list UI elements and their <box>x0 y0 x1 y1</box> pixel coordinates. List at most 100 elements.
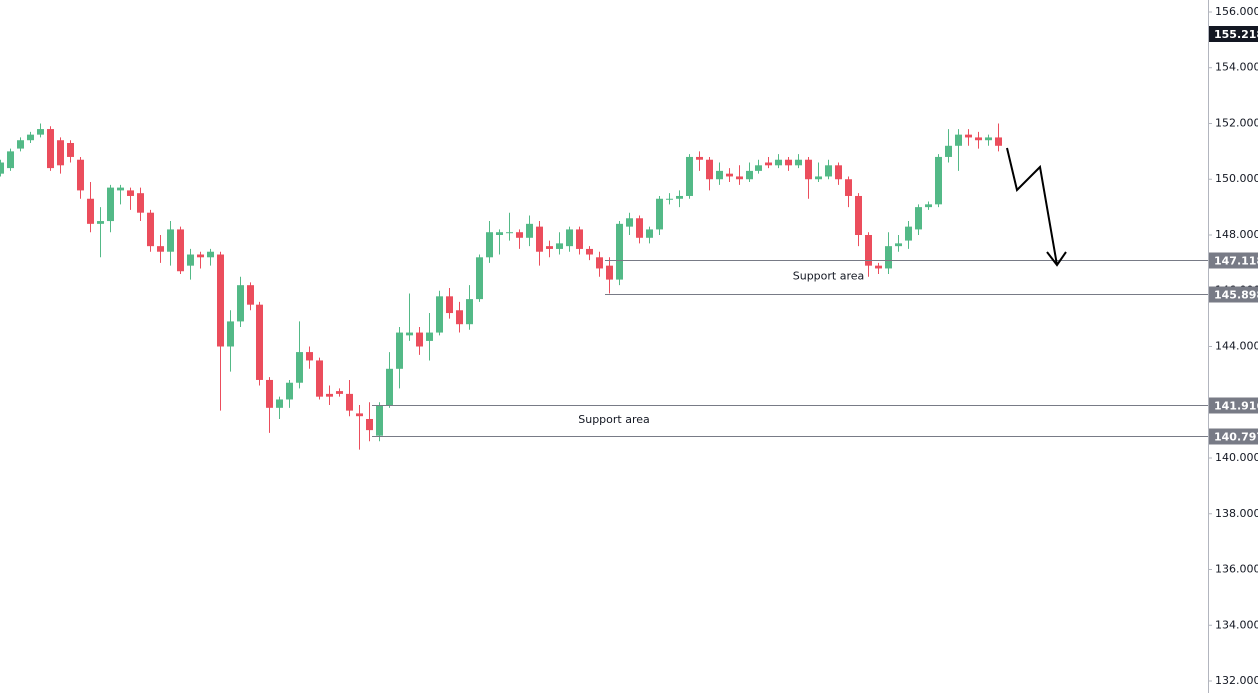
candle-body <box>336 391 343 394</box>
candle-body <box>187 254 194 266</box>
level-label: 141.916 <box>1214 400 1258 413</box>
candle-body <box>636 218 643 238</box>
candle-body <box>835 165 842 180</box>
y-tick-label: 154.000 <box>1215 61 1258 74</box>
candle-body <box>77 159 84 191</box>
candle-body <box>117 187 124 191</box>
candle-body <box>815 176 822 180</box>
candle-body <box>47 129 54 169</box>
candle-body <box>656 198 663 230</box>
candle-body <box>945 145 952 157</box>
candle-body <box>506 232 513 234</box>
candle-body <box>805 159 812 180</box>
candle-body <box>955 134 962 146</box>
candle-body <box>486 232 493 258</box>
candle-body <box>686 156 693 196</box>
candle-body <box>616 223 623 280</box>
candle-body <box>127 190 134 196</box>
candle-body <box>316 360 323 397</box>
candle-body <box>326 393 333 397</box>
candle-body <box>276 399 283 408</box>
candle-body <box>306 352 313 361</box>
candle-body <box>456 310 463 325</box>
candle-body <box>536 226 543 252</box>
level-label: 147.118 <box>1214 255 1258 268</box>
candle-body <box>626 218 633 227</box>
candle-body <box>247 285 254 305</box>
candle-body <box>975 137 982 141</box>
candle-body <box>256 304 263 380</box>
candle-body <box>676 195 683 199</box>
y-tick-label: 144.000 <box>1215 340 1258 353</box>
candle-body <box>895 243 902 247</box>
y-tick-label: 134.000 <box>1215 618 1258 631</box>
candle-body <box>386 368 393 406</box>
candle-body <box>476 257 483 300</box>
candle-body <box>935 156 942 205</box>
candle-body <box>137 193 144 213</box>
y-tick-label: 132.000 <box>1215 674 1258 687</box>
y-tick-label: 136.000 <box>1215 563 1258 576</box>
candle-body <box>356 413 363 417</box>
level-label-box <box>1209 428 1258 445</box>
candle-body <box>197 254 204 258</box>
candle-body <box>666 198 673 200</box>
candle-body <box>905 226 912 241</box>
candle-body <box>985 137 992 141</box>
candle-body <box>0 162 4 174</box>
candle-body <box>7 151 14 169</box>
candle-body <box>227 321 234 347</box>
candle-body <box>406 332 413 336</box>
candle-body <box>716 170 723 180</box>
candle-body <box>296 352 303 383</box>
candle-body <box>546 246 553 249</box>
candle-body <box>167 229 174 252</box>
zone-label: Support area <box>793 270 865 283</box>
candle-body <box>865 234 872 266</box>
candle-body <box>825 165 832 177</box>
candle-body <box>87 198 94 224</box>
candle-body <box>855 195 862 235</box>
candle-body <box>755 165 762 171</box>
candle-body <box>286 382 293 400</box>
candle-body <box>516 232 523 238</box>
candle-body <box>217 254 224 347</box>
y-tick-label: 152.000 <box>1215 116 1258 129</box>
candle-body <box>765 162 772 166</box>
candle-body <box>346 393 353 411</box>
candle-body <box>696 156 703 160</box>
candle-body <box>706 159 713 180</box>
candle-body <box>157 246 164 252</box>
candle-body <box>17 140 24 149</box>
candle-body <box>416 332 423 347</box>
candle-body <box>875 265 882 269</box>
candle-body <box>586 248 593 255</box>
candle-body <box>366 418 373 431</box>
y-tick-label: 138.000 <box>1215 507 1258 520</box>
zone-label: Support area <box>578 413 650 426</box>
candle-body <box>27 134 34 141</box>
candle-body <box>775 159 782 166</box>
projection-arrow <box>1006 147 1058 266</box>
candle-body <box>566 229 573 247</box>
candle-body <box>746 170 753 180</box>
candle-body <box>885 246 892 269</box>
arrow-head <box>1046 251 1067 267</box>
y-tick-label: 148.000 <box>1215 228 1258 241</box>
candle-body <box>526 223 533 238</box>
candle-body <box>57 140 64 166</box>
y-tick-label: 140.000 <box>1215 451 1258 464</box>
candle-body <box>396 332 403 369</box>
candle-body <box>646 229 653 238</box>
candle-body <box>556 243 563 249</box>
y-tick-label: 156.000 <box>1215 5 1258 18</box>
candle-body <box>925 204 932 208</box>
candle-body <box>446 296 453 314</box>
candle-body <box>207 251 214 258</box>
candle-body <box>606 265 613 280</box>
candle-body <box>237 285 244 322</box>
candle-body <box>965 134 972 138</box>
candle-body <box>107 187 114 222</box>
level-label: 140.797 <box>1214 431 1258 444</box>
level-label-box <box>1209 286 1258 303</box>
